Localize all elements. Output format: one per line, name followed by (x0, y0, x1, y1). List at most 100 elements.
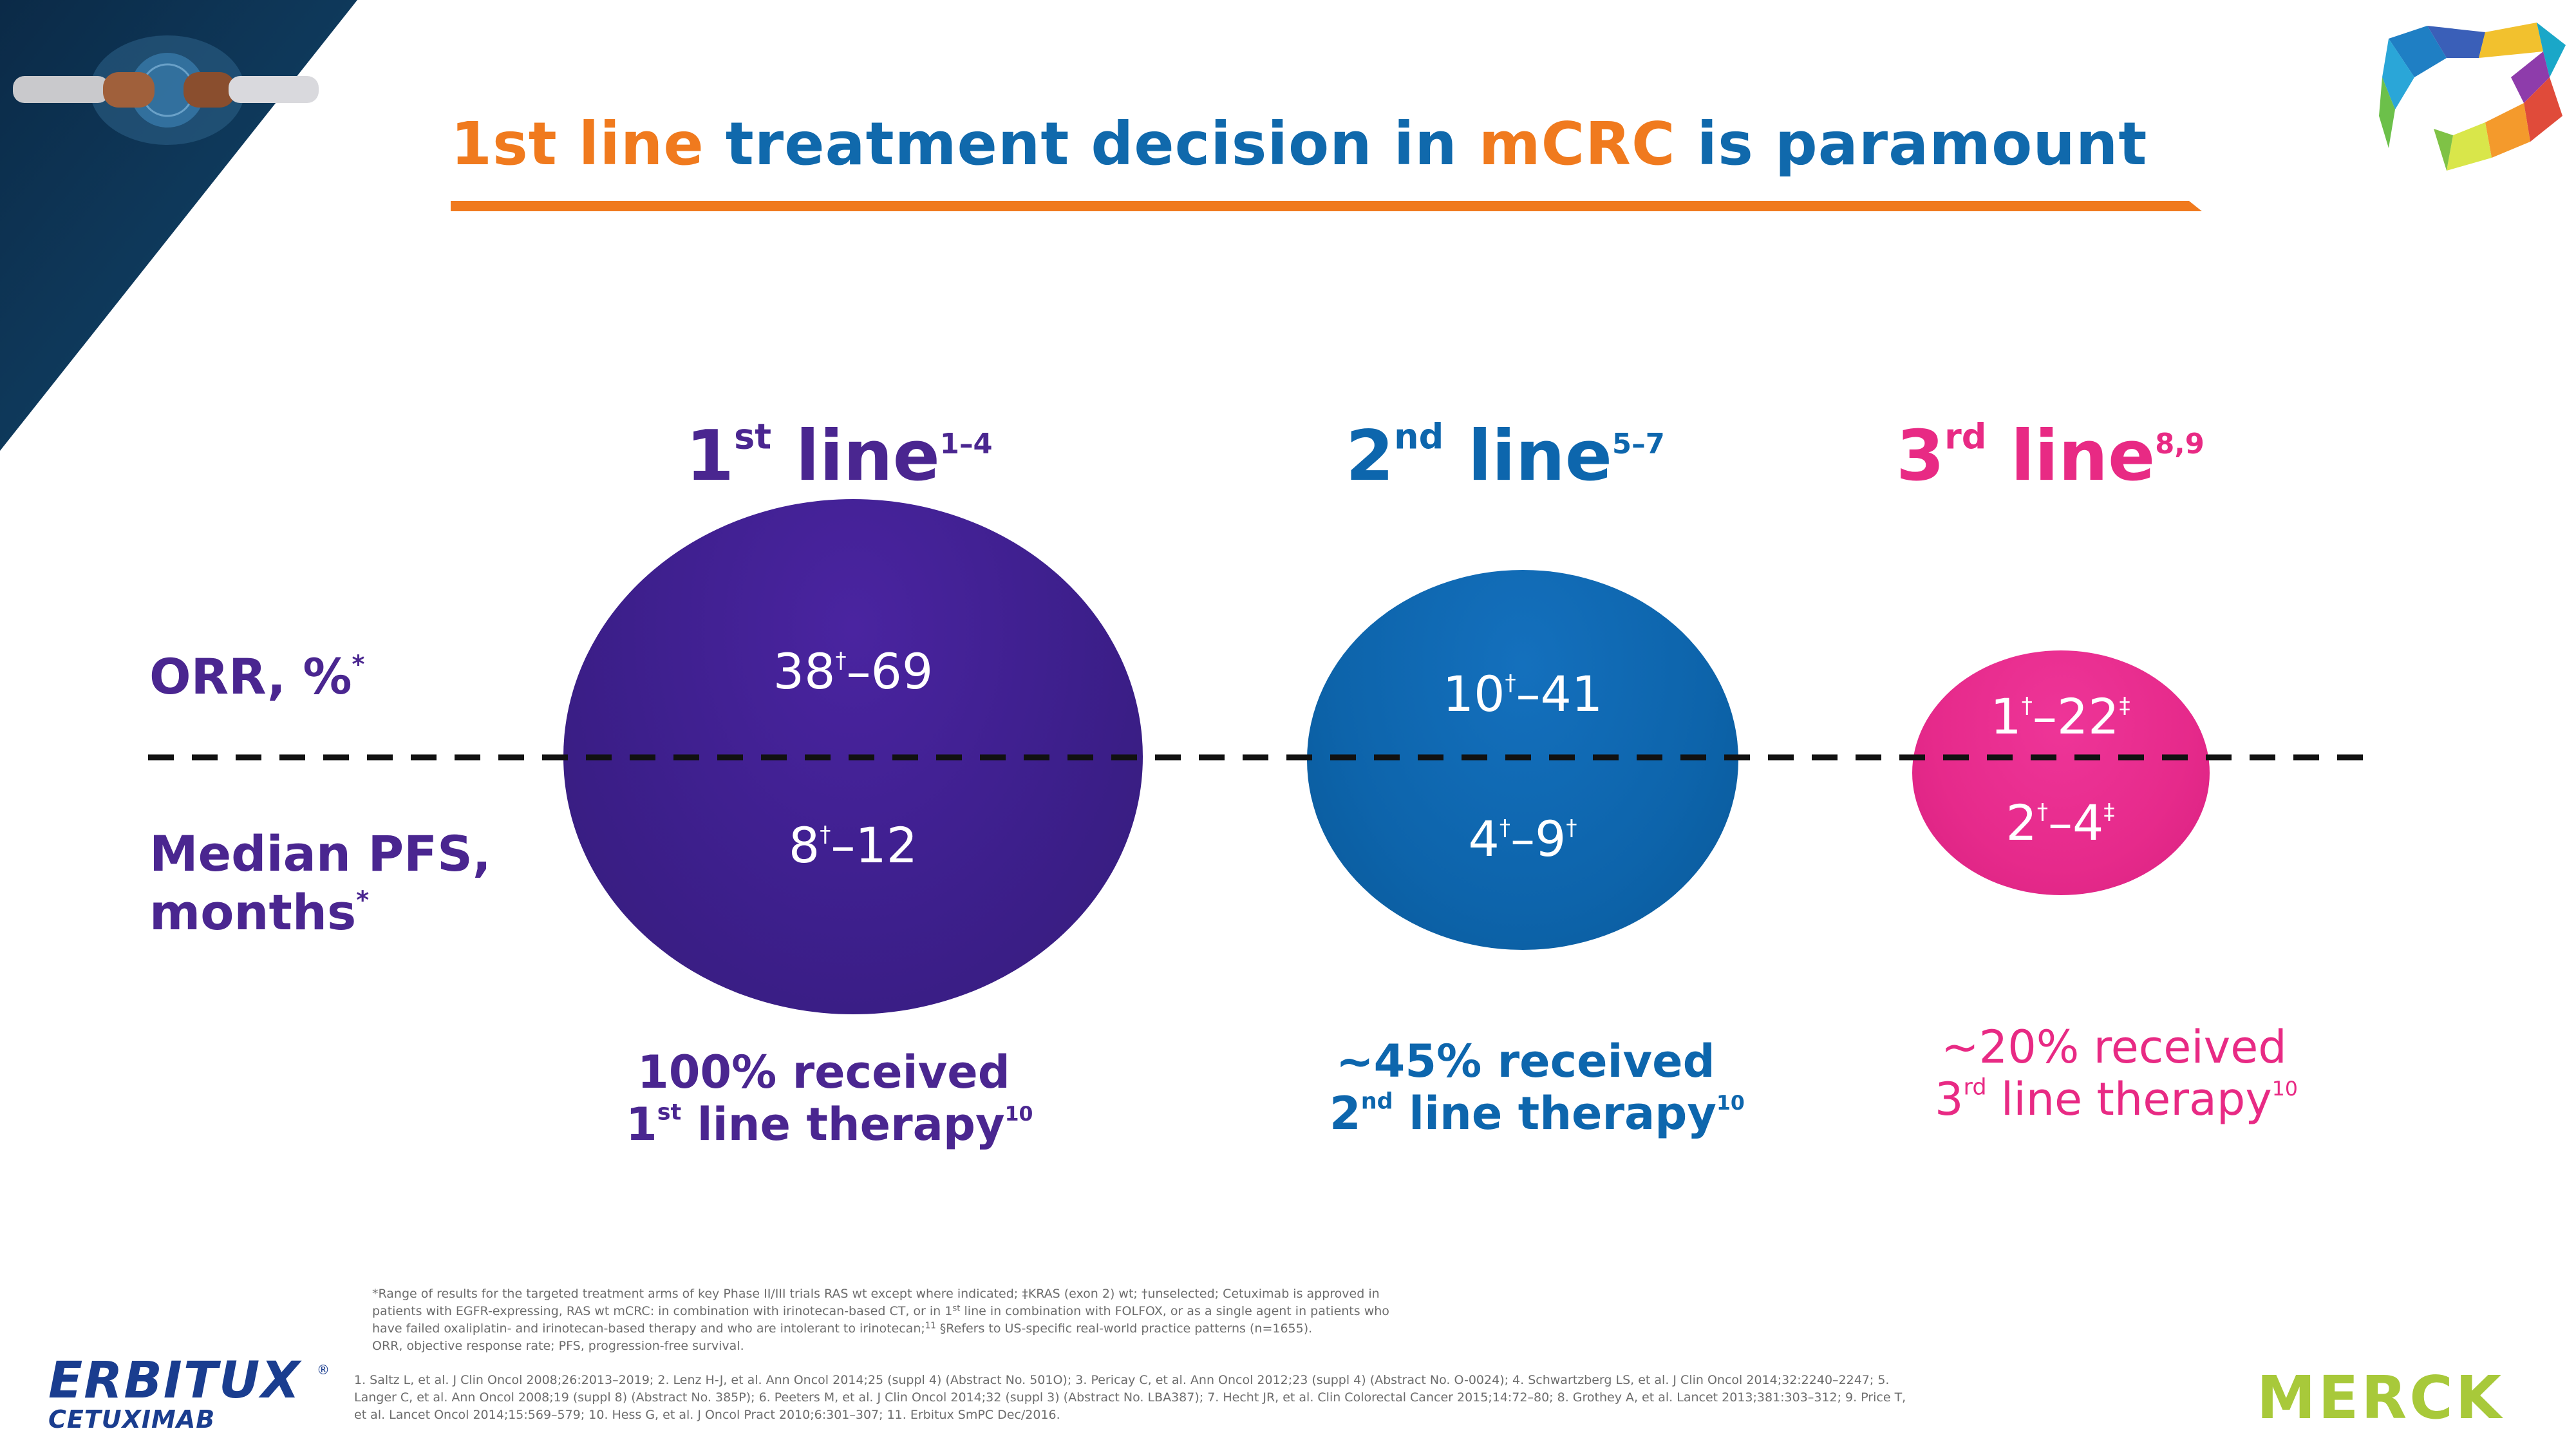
reference-line: 1. Saltz L, et al. J Clin Oncol 2008;26:… (354, 1373, 1890, 1387)
header-reference: 8,9 (2155, 428, 2205, 460)
pfs-value-3rd-line: 2†–4‡ (1932, 799, 2189, 848)
footnote-line: *Range of results for the targeted treat… (372, 1287, 1380, 1301)
header-number: 1 (686, 416, 735, 497)
value-part: –9 (1510, 810, 1566, 867)
pfs-value-1st-line: 8†–12 (692, 821, 1014, 870)
value-part: 38 (773, 643, 836, 700)
received-therapy: 3rd line therapy10 (1935, 1072, 2298, 1126)
pfs-row-label: Median PFS, months* (149, 824, 491, 942)
therapy-ordinal: nd (1360, 1088, 1393, 1114)
received-percent: ~20% received (1941, 1021, 2287, 1074)
header-3rd-line: 3rd line8,9 (1896, 419, 2205, 491)
footnote-text: line in combination with FOLFOX, or as a… (960, 1303, 1389, 1318)
therapy-reference: 10 (1716, 1091, 1745, 1115)
header-word: line (1986, 416, 2156, 497)
orr-label-text: ORR, % (149, 648, 352, 705)
header-ordinal: nd (1394, 416, 1444, 457)
value-mark: † (820, 821, 831, 848)
value-mark: † (835, 647, 847, 674)
therapy-ordinal: rd (1963, 1074, 1987, 1100)
footnote-text: §Refers to US-specific real-world practi… (935, 1321, 1313, 1336)
value-mark: † (1499, 815, 1510, 841)
dashed-divider (148, 754, 2376, 761)
footnote-superscript: 11 (925, 1321, 936, 1331)
value-mark: † (2021, 692, 2033, 719)
header-1st-line: 1st line1–4 (686, 419, 993, 491)
pfs-label-line-1: Median PFS, (149, 825, 491, 882)
value-mark: ‡ (2103, 799, 2115, 825)
therapy-number: 3 (1935, 1072, 1964, 1126)
received-1st-line: 100% received 1st line therapy10 (626, 1046, 1033, 1150)
header-reference: 5–7 (1612, 428, 1665, 460)
orr-value-2nd-line: 10†–41 (1362, 670, 1684, 719)
reference-line: Langer C, et al. Ann Oncol 2008;19 (supp… (354, 1390, 1906, 1405)
pfs-label-line-2: months (149, 884, 357, 942)
value-mark: † (2036, 799, 2048, 825)
value-mark: † (1505, 670, 1516, 696)
value-part: –12 (831, 817, 918, 874)
orr-row-label: ORR, %* (149, 647, 364, 706)
circle-3rd-line (1912, 650, 2210, 895)
value-part: 2 (2006, 794, 2037, 851)
therapy-text: line therapy (1393, 1086, 1717, 1140)
header-word: line (1443, 416, 1613, 497)
footnote: *Range of results for the targeted treat… (372, 1285, 1628, 1355)
therapy-text: line therapy (681, 1097, 1005, 1151)
handshake-image-icon (13, 35, 319, 145)
page-title: 1st line treatment decision in mCRC is p… (451, 115, 2147, 174)
orr-value-1st-line: 38†–69 (692, 647, 1014, 696)
header-number: 2 (1346, 416, 1395, 497)
title-underline (451, 201, 2202, 211)
footnote-text: have failed oxaliplatin- and irinotecan-… (372, 1321, 925, 1336)
footnote-line: patients with EGFR-expressing, RAS wt mC… (372, 1303, 1628, 1320)
therapy-reference: 10 (2271, 1077, 2298, 1101)
value-mark: ‡ (2119, 692, 2130, 719)
title-part-treatment: treatment decision in (704, 109, 1479, 178)
orr-label-footnote-mark: * (352, 650, 365, 679)
value-mark: † (1566, 815, 1577, 841)
title-part-paramount: is paramount (1675, 109, 2148, 178)
erbitux-registered-mark: ® (317, 1362, 330, 1378)
value-part: 8 (788, 817, 820, 874)
value-part: –69 (846, 643, 934, 700)
header-number: 3 (1896, 416, 1945, 497)
title-part-mcrc: mCRC (1478, 109, 1676, 178)
received-percent: ~45% received (1336, 1035, 1715, 1088)
footnote-line: ORR, objective response rate; PFS, progr… (372, 1338, 744, 1353)
header-reference: 1–4 (939, 428, 993, 460)
footnote-line: have failed oxaliplatin- and irinotecan-… (372, 1320, 1628, 1338)
therapy-ordinal: st (657, 1099, 682, 1125)
reference-line: et al. Lancet Oncol 2014;15:569–579; 10.… (354, 1407, 1060, 1422)
references: 1. Saltz L, et al. J Clin Oncol 2008;26:… (354, 1372, 2157, 1424)
received-percent: 100% received (637, 1046, 1010, 1099)
pfs-value-2nd-line: 4†–9† (1362, 815, 1684, 864)
header-2nd-line: 2nd line5–7 (1346, 419, 1665, 491)
footnote-text: patients with EGFR-expressing, RAS wt mC… (372, 1303, 953, 1318)
colon-logo-icon (2379, 23, 2566, 171)
value-part: 1 (1990, 688, 2022, 745)
corner-decoration (0, 0, 357, 451)
therapy-reference: 10 (1004, 1102, 1033, 1126)
merck-logo: MERCK (2257, 1363, 2505, 1432)
value-part: 10 (1442, 665, 1505, 723)
therapy-number: 2 (1330, 1086, 1361, 1140)
footnote-superscript: st (952, 1303, 961, 1314)
pfs-label-footnote-mark: * (356, 886, 370, 914)
header-ordinal: st (734, 416, 772, 457)
header-word: line (771, 416, 940, 497)
orr-value-3rd-line: 1†–22‡ (1932, 692, 2189, 741)
cetuximab-logo-text: CETUXIMAB (48, 1405, 216, 1434)
erbitux-logo: ERBITUX (48, 1352, 301, 1410)
therapy-number: 1 (626, 1097, 657, 1151)
received-therapy: 1st line therapy10 (626, 1097, 1033, 1151)
received-2nd-line: ~45% received 2nd line therapy10 (1330, 1035, 1745, 1139)
value-part: 4 (1468, 810, 1500, 867)
therapy-text: line therapy (1986, 1072, 2272, 1126)
value-part: –4 (2048, 794, 2104, 851)
value-part: –41 (1516, 665, 1603, 723)
received-therapy: 2nd line therapy10 (1330, 1086, 1745, 1140)
received-3rd-line: ~20% received 3rd line therapy10 (1935, 1021, 2298, 1125)
header-ordinal: rd (1944, 416, 1987, 457)
title-part-1st-line: 1st line (451, 109, 704, 178)
value-part: –22 (2032, 688, 2120, 745)
